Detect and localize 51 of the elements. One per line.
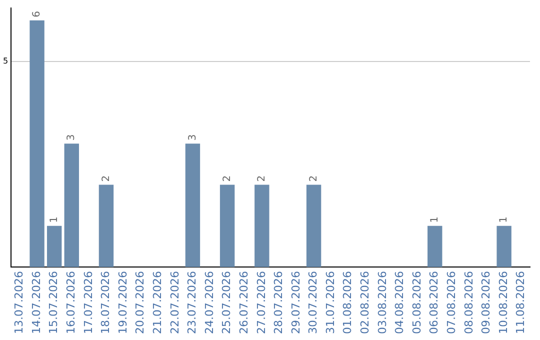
bar <box>30 20 44 268</box>
bar <box>64 144 79 268</box>
x-tick-label: 13.07.2026 <box>12 271 26 334</box>
data-label: 2 <box>308 175 320 182</box>
bar <box>46 226 62 268</box>
data-label: 3 <box>66 134 78 141</box>
x-tick-label: 18.07.2026 <box>99 271 112 334</box>
x-tick-label: 05.08.2026 <box>410 271 424 334</box>
data-label: 3 <box>187 134 198 141</box>
x-tick-label: 25.07.2026 <box>220 271 234 334</box>
x-tick-label: 20.07.2026 <box>134 271 147 334</box>
bar <box>98 184 114 268</box>
data-label: 6 <box>32 10 43 18</box>
bar <box>185 144 200 268</box>
x-tick-label: 23.07.2026 <box>186 271 199 334</box>
x-tick-label: 22.07.2026 <box>168 271 182 334</box>
x-tick-label: 15.07.2026 <box>47 271 60 334</box>
bar <box>306 184 322 268</box>
x-tick-label: 11.08.2026 <box>514 271 528 334</box>
x-tick-label: 02.08.2026 <box>358 271 372 334</box>
data-label: 1 <box>429 216 440 223</box>
x-tick-label: 28.07.2026 <box>272 271 286 334</box>
x-tick-label: 29.07.2026 <box>289 271 302 334</box>
x-tick-label: 04.08.2026 <box>393 271 406 334</box>
x-tick-label: 21.07.2026 <box>150 271 164 334</box>
bar <box>254 184 270 268</box>
bar <box>496 226 512 268</box>
x-tick-label: 07.08.2026 <box>445 271 458 334</box>
x-tick-label: 31.07.2026 <box>324 271 337 334</box>
x-tick-label: 19.07.2026 <box>116 271 130 334</box>
x-tick-label: 09.08.2026 <box>480 271 493 334</box>
data-label: 1 <box>498 216 510 223</box>
x-tick-label: 14.07.2026 <box>30 271 43 334</box>
x-tick-label: 24.07.2026 <box>202 271 216 334</box>
x-tick-label: 27.07.2026 <box>254 271 268 334</box>
x-tick-label: 26.07.2026 <box>237 271 250 334</box>
data-label: 1 <box>48 216 60 223</box>
x-tick-label: 01.08.2026 <box>341 271 354 334</box>
x-tick-label: 08.08.2026 <box>462 271 476 334</box>
x-tick-label: 06.08.2026 <box>428 271 441 334</box>
data-label: 2 <box>222 175 233 182</box>
x-tick-label: 30.07.2026 <box>306 271 320 334</box>
x-tick-label: 10.08.2026 <box>496 271 510 334</box>
bar <box>220 184 235 268</box>
data-label: 2 <box>100 175 112 182</box>
x-tick-label: 03.08.2026 <box>376 271 389 334</box>
data-label: 2 <box>256 175 268 182</box>
y-tick-label: 5 <box>2 56 8 66</box>
bar <box>428 226 442 268</box>
x-tick-label: 17.07.2026 <box>82 271 95 334</box>
x-tick-label: 16.07.2026 <box>64 271 78 334</box>
